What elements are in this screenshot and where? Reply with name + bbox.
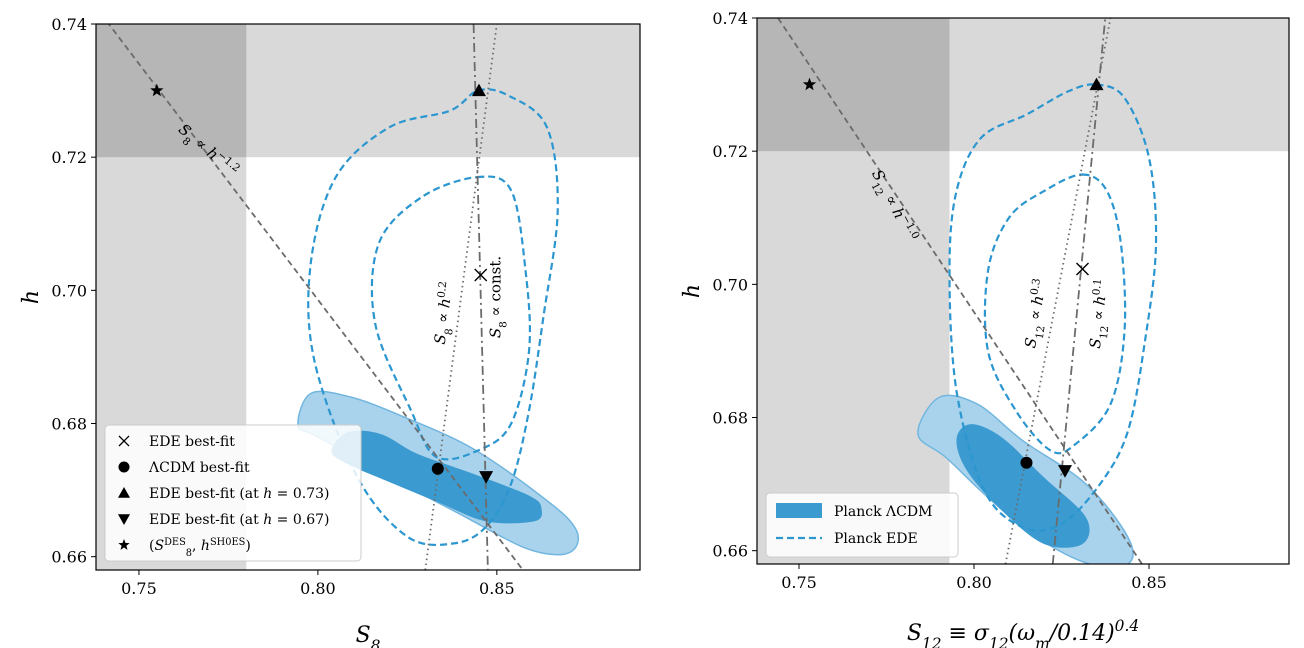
guide-line-dashed [107, 24, 523, 570]
ede-contour-68 [983, 173, 1127, 455]
panel-1: 0.75 0.80 0.85 0.66 0.68 0.70 0.72 0.74 S8 h S8 ∝ … [19, 15, 641, 648]
legend-patch-filled [776, 503, 822, 518]
legend-marker [118, 487, 130, 498]
y-tick-label: 0.70 [51, 281, 87, 300]
plot-area [757, 18, 1289, 564]
annotation-dashdot: S8 ∝ const. [486, 256, 509, 338]
annotation-dotted: S8 ∝ h0.2 [430, 281, 462, 346]
panel-2: 0.75 0.80 0.85 0.66 0.68 0.70 0.72 0.74 S12 ≡ σ1… [680, 9, 1290, 648]
y-tick-label: 0.72 [712, 142, 748, 161]
annotation-dashdot: S12 ∝ h0.1 [1085, 278, 1116, 350]
legend-label: (SDES8, hSH0ES) [149, 537, 251, 559]
y-axis-label: h [680, 284, 705, 298]
y-tick-label: 0.68 [712, 409, 748, 428]
x-tick-label: 0.75 [121, 579, 157, 598]
legend-marker [118, 435, 130, 447]
guide-line-dotted [424, 24, 498, 570]
band-overlap [757, 18, 950, 152]
x-axis-label: S8 [356, 623, 381, 648]
point-x-b [1076, 262, 1089, 276]
y-tick-label: 0.68 [51, 415, 87, 434]
point-circle [1020, 456, 1033, 469]
legend-marker [118, 461, 130, 473]
point-x-b [474, 268, 488, 282]
y-tick-label: 0.66 [712, 542, 748, 561]
legend-label: EDE best-fit [149, 434, 235, 450]
y-tick-label: 0.70 [712, 275, 748, 294]
lcdm-contour-68 [331, 430, 542, 524]
point-circle [431, 462, 444, 475]
y-axis-label: h [19, 290, 44, 304]
ede-contour-95 [307, 88, 559, 547]
guide-line-dashdot [472, 24, 489, 570]
plot-frame [756, 17, 1290, 565]
point-triangle-up [471, 83, 486, 97]
legend-box [765, 492, 959, 558]
legend-label: ΛCDM best-fit [148, 460, 250, 476]
band-overlap [96, 24, 247, 158]
point-triangle-up [1089, 77, 1104, 91]
ede-contour-95 [948, 83, 1158, 532]
legend-marker [118, 514, 130, 525]
x-tick-label: 0.80 [956, 573, 992, 592]
ede-contour-68 [370, 175, 532, 461]
x-tick-label: 0.80 [300, 579, 336, 598]
legend: Planck ΛCDM Planck EDE [765, 492, 959, 558]
annotation-dotted: S12 ∝ h0.3 [1020, 278, 1055, 351]
legend-label: Planck EDE [834, 531, 918, 547]
y-tick-label: 0.74 [51, 15, 87, 34]
x-tick-label: 0.85 [1131, 573, 1167, 592]
legend-box [104, 424, 362, 562]
point-triangle-down [1058, 465, 1072, 478]
legend-label: EDE best-fit (at h = 0.73) [149, 486, 330, 502]
y-tick-label: 0.74 [712, 9, 748, 28]
guide-line-dashdot [1051, 18, 1107, 564]
plot-frame [95, 23, 641, 571]
plot-area [96, 24, 640, 570]
x-tick-label: 0.85 [479, 579, 515, 598]
point-triangle-down [479, 471, 494, 484]
x-axis-label: S12 ≡ σ12(ωm/0.14)0.4 [907, 617, 1139, 648]
legend: EDE best-fit ΛCDM best-fit EDE best-fit (a… [104, 424, 362, 562]
lcdm-contour-68 [956, 424, 1090, 548]
y-tick-label: 0.66 [51, 548, 87, 567]
x-tick-label: 0.75 [781, 573, 817, 592]
y-tick-label: 0.72 [51, 148, 87, 167]
legend-label: EDE best-fit (at h = 0.67) [149, 512, 330, 528]
legend-label: Planck ΛCDM [834, 504, 932, 520]
point-star [150, 83, 164, 97]
legend-marker [118, 539, 130, 550]
point-star [802, 77, 817, 91]
